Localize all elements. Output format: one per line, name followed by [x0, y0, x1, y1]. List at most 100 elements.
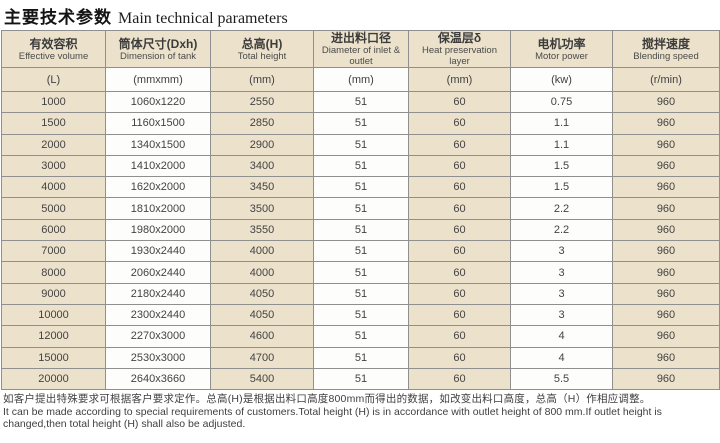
header-label-zh: 电机功率 — [537, 36, 586, 51]
table-cell: 3 — [510, 261, 613, 284]
table-cell: 1.5 — [510, 176, 613, 199]
table-cell: 960 — [612, 325, 720, 348]
header-row: 有效容积 Effective volume 筒体尺寸(Dxh) Dimension o… — [1, 30, 720, 68]
table-cell: 1.5 — [510, 154, 613, 178]
table-cell: 2530x3000 — [105, 346, 211, 369]
page-title: 主要技术参数 Main technical parameters — [0, 0, 720, 30]
table-row: 1500 1160x1500 2850 51 60 1.1 960 — [1, 112, 720, 135]
table-row: 7000 1930x2440 4000 51 60 3 960 — [1, 240, 720, 263]
table-cell: 1340x1500 — [105, 133, 211, 156]
table-cell: 1.1 — [510, 112, 613, 135]
header-cell: 总高(H) Total height — [210, 30, 314, 68]
table-cell: 51 — [313, 176, 409, 199]
table-cell: 1500 — [1, 112, 106, 135]
table-cell: 960 — [612, 197, 720, 220]
table-cell: 10000 — [1, 303, 106, 327]
table-cell: 51 — [313, 218, 409, 242]
table-cell: 3500 — [210, 197, 314, 220]
table-cell: 15000 — [1, 346, 106, 369]
header-label-en: Diameter of inlet & outlet — [321, 45, 401, 67]
table-cell: 60 — [408, 154, 511, 178]
page-title-en: Main technical parameters — [118, 10, 288, 27]
table-cell: 5.5 — [510, 367, 613, 391]
table-cell: 2.2 — [510, 218, 613, 242]
table-cell: 8000 — [1, 261, 106, 284]
header-cell: 保温层δ Heat preservation layer — [408, 30, 511, 68]
table-cell: 2000 — [1, 133, 106, 156]
table-cell: 6000 — [1, 218, 106, 242]
table-cell: 1.1 — [510, 133, 613, 156]
table-cell: 1410x2000 — [105, 154, 211, 178]
table-cell: 4700 — [210, 346, 314, 369]
header-label-zh: 保温层δ — [437, 31, 482, 46]
table-cell: 960 — [612, 218, 720, 242]
table-row: 15000 2530x3000 4700 51 60 4 960 — [1, 346, 720, 369]
table-cell: 2300x2440 — [105, 303, 211, 327]
table-cell: 60 — [408, 197, 511, 220]
unit-cell: (L) — [1, 67, 106, 92]
table-cell: 51 — [313, 112, 409, 135]
table-cell: 51 — [313, 325, 409, 348]
footnotes: 如客户提出特殊要求可根据客户要求定作。总高(H)是根据出料口高度800mm而得出… — [3, 393, 720, 430]
table-cell: 60 — [408, 176, 511, 199]
table-cell: 60 — [408, 218, 511, 242]
table-row: 4000 1620x2000 3450 51 60 1.5 960 — [1, 176, 720, 199]
table-cell: 51 — [313, 346, 409, 369]
table-cell: 960 — [612, 90, 720, 114]
table-cell: 51 — [313, 240, 409, 263]
table-cell: 12000 — [1, 325, 106, 348]
table-row: 6000 1980x2000 3550 51 60 2.2 960 — [1, 218, 720, 242]
table-cell: 960 — [612, 303, 720, 327]
table-row: 12000 2270x3000 4600 51 60 4 960 — [1, 325, 720, 348]
table-cell: 51 — [313, 303, 409, 327]
table-row: 20000 2640x3660 5400 51 60 5.5 960 — [1, 367, 720, 391]
table-cell: 7000 — [1, 240, 106, 263]
header-label-zh: 进出料口径 — [330, 31, 391, 46]
table-cell: 20000 — [1, 367, 106, 391]
table-cell: 51 — [313, 133, 409, 156]
table-cell: 960 — [612, 176, 720, 199]
table-cell: 960 — [612, 367, 720, 391]
table-cell: 5000 — [1, 197, 106, 220]
table-cell: 2.2 — [510, 197, 613, 220]
table-cell: 1000 — [1, 90, 106, 114]
unit-cell: (mm) — [313, 67, 409, 92]
unit-cell: (mm) — [408, 67, 511, 92]
table-row: 5000 1810x2000 3500 51 60 2.2 960 — [1, 197, 720, 220]
table-cell: 4 — [510, 325, 613, 348]
footnote-en: It can be made according to special requ… — [3, 406, 662, 431]
table-cell: 60 — [408, 282, 511, 305]
table-cell: 4050 — [210, 303, 314, 327]
technical-parameters-table: 有效容积 Effective volume 筒体尺寸(Dxh) Dimension o… — [1, 30, 720, 391]
table-cell: 3450 — [210, 176, 314, 199]
table-cell: 51 — [313, 197, 409, 220]
footnote-zh: 如客户提出特殊要求可根据客户要求定作。总高(H)是根据出料口高度800mm而得出… — [3, 393, 651, 406]
table-cell: 2060x2440 — [105, 261, 211, 284]
header-label-en: Heat preservation layer — [422, 45, 497, 67]
header-label-zh: 有效容积 — [29, 36, 78, 51]
table-cell: 0.75 — [510, 90, 613, 114]
table-cell: 60 — [408, 133, 511, 156]
header-label-en: Motor power — [535, 50, 588, 62]
table-cell: 5400 — [210, 367, 314, 391]
table-cell: 51 — [313, 154, 409, 178]
table-cell: 51 — [313, 282, 409, 305]
header-label-en: Dimension of tank — [119, 50, 197, 62]
table-cell: 1060x1220 — [105, 90, 211, 114]
table-cell: 4 — [510, 346, 613, 369]
table-cell: 1980x2000 — [105, 218, 211, 242]
table-cell: 960 — [612, 346, 720, 369]
table-cell: 51 — [313, 90, 409, 114]
header-cell: 电机功率 Motor power — [510, 30, 613, 68]
table-cell: 960 — [612, 240, 720, 263]
unit-cell: (mmxmm) — [105, 67, 211, 92]
table-body: 1000 1060x1220 2550 51 60 0.75 960 1500 1160x150… — [1, 90, 720, 391]
table-cell: 3 — [510, 240, 613, 263]
table-cell: 3400 — [210, 154, 314, 178]
table-cell: 2270x3000 — [105, 325, 211, 348]
units-row: (L) (mmxmm) (mm) (mm) (mm) (kw) (r/min) — [1, 67, 720, 92]
header-cell: 有效容积 Effective volume — [1, 30, 106, 68]
header-cell: 搅拌速度 Blending speed — [612, 30, 720, 68]
table-cell: 60 — [408, 112, 511, 135]
